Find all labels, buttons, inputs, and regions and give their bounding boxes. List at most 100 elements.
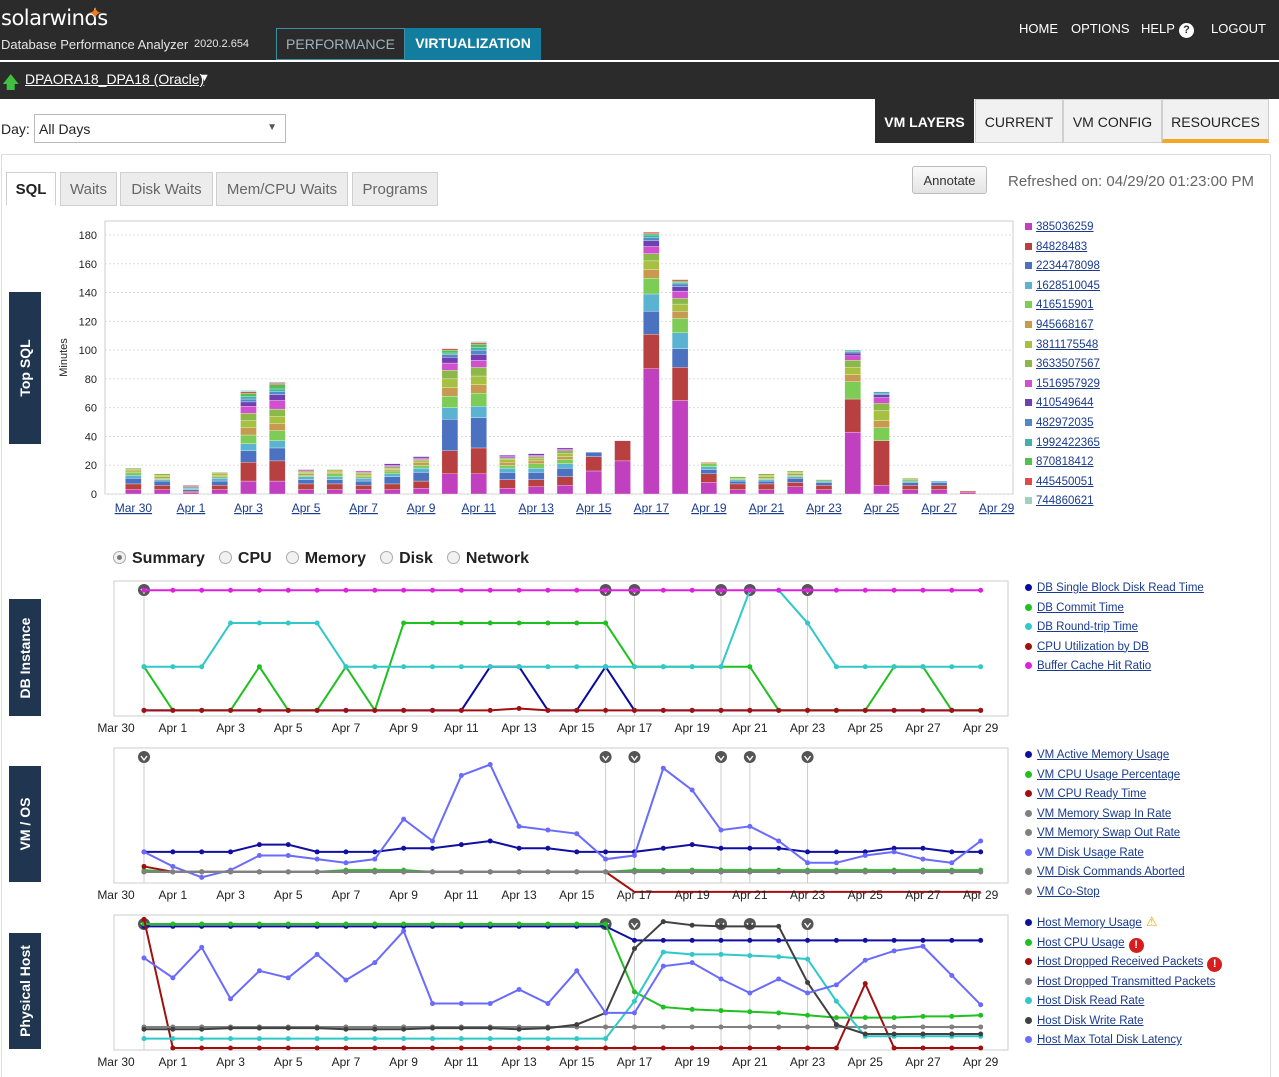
- data-point[interactable]: [170, 1026, 176, 1032]
- bar-segment[interactable]: [297, 479, 315, 485]
- x-tick-label[interactable]: Apr 29: [979, 501, 1015, 515]
- bar-segment[interactable]: [643, 253, 660, 262]
- data-point[interactable]: [574, 849, 580, 855]
- data-point[interactable]: [805, 990, 811, 996]
- data-point[interactable]: [862, 1024, 868, 1030]
- legend-item[interactable]: Host Disk Write Rate: [1025, 1012, 1222, 1032]
- data-point[interactable]: [574, 968, 580, 974]
- data-point[interactable]: [516, 987, 522, 993]
- data-point[interactable]: [805, 707, 811, 713]
- data-point[interactable]: [603, 849, 609, 855]
- data-point[interactable]: [747, 1045, 753, 1051]
- bar-segment[interactable]: [269, 460, 286, 482]
- bar-segment[interactable]: [643, 240, 660, 247]
- data-point[interactable]: [805, 587, 811, 593]
- bar-segment[interactable]: [758, 483, 775, 490]
- data-point[interactable]: [805, 937, 811, 943]
- data-point[interactable]: [256, 620, 262, 626]
- bar-segment[interactable]: [470, 473, 487, 495]
- bar-segment[interactable]: [902, 479, 919, 482]
- data-point[interactable]: [401, 587, 407, 593]
- bar-segment[interactable]: [671, 318, 689, 333]
- data-point[interactable]: [516, 1036, 522, 1042]
- bar-segment[interactable]: [154, 478, 171, 480]
- data-point[interactable]: [372, 1045, 378, 1051]
- bar-segment[interactable]: [240, 413, 257, 421]
- bar-segment[interactable]: [528, 453, 545, 456]
- bar-segment[interactable]: [671, 400, 689, 495]
- data-point[interactable]: [603, 856, 609, 862]
- nav-help[interactable]: HELP?: [1141, 21, 1194, 38]
- data-point[interactable]: [574, 1036, 580, 1042]
- legend-item[interactable]: DB Single Block Disk Read Time: [1025, 579, 1204, 599]
- data-point[interactable]: [747, 707, 753, 713]
- bar-segment[interactable]: [671, 286, 689, 292]
- data-point[interactable]: [776, 707, 782, 713]
- data-point[interactable]: [862, 849, 868, 855]
- bar-segment[interactable]: [240, 393, 257, 397]
- data-point[interactable]: [487, 921, 493, 927]
- data-point[interactable]: [343, 707, 349, 713]
- data-point[interactable]: [487, 869, 493, 875]
- data-point[interactable]: [718, 664, 724, 670]
- radio-network[interactable]: Network: [446, 550, 529, 568]
- data-point[interactable]: [631, 869, 637, 875]
- data-point[interactable]: [689, 842, 695, 848]
- data-point[interactable]: [978, 1045, 984, 1051]
- bar-segment[interactable]: [297, 473, 315, 476]
- bar-segment[interactable]: [269, 416, 286, 424]
- data-point[interactable]: [833, 587, 839, 593]
- bar-segment[interactable]: [269, 383, 286, 385]
- data-point[interactable]: [603, 664, 609, 670]
- data-point[interactable]: [747, 869, 753, 875]
- x-tick-label[interactable]: Apr 7: [349, 501, 378, 515]
- data-point[interactable]: [862, 1015, 868, 1021]
- bar-segment[interactable]: [815, 485, 833, 490]
- bar-segment[interactable]: [758, 475, 775, 477]
- data-point[interactable]: [487, 1001, 493, 1007]
- data-point[interactable]: [718, 1045, 724, 1051]
- bar-segment[interactable]: [643, 311, 660, 335]
- bar-segment[interactable]: [528, 467, 545, 473]
- bar-segment[interactable]: [902, 489, 919, 495]
- data-point[interactable]: [891, 948, 897, 954]
- data-point[interactable]: [776, 1045, 782, 1051]
- bar-segment[interactable]: [815, 482, 833, 486]
- tab-vm-layers[interactable]: VM LAYERS: [875, 99, 974, 143]
- legend-item[interactable]: Host Disk Read Rate: [1025, 992, 1222, 1012]
- data-point[interactable]: [776, 1010, 782, 1016]
- legend-item[interactable]: 1992422365: [1025, 434, 1100, 454]
- data-point[interactable]: [314, 1025, 320, 1031]
- bar-segment[interactable]: [240, 420, 257, 428]
- data-point[interactable]: [430, 845, 435, 851]
- data-point[interactable]: [285, 853, 291, 859]
- legend-item[interactable]: VM CPU Ready Time: [1025, 785, 1185, 805]
- legend-link[interactable]: DB Commit Time: [1037, 601, 1124, 614]
- physical-host-chart[interactable]: Mar 30 Apr 1 Apr 3 Apr 5 Apr 7 Apr 9 Apr 11 Apr…: [90, 912, 1020, 1077]
- subtab-programs[interactable]: Programs: [352, 172, 438, 206]
- data-point[interactable]: [285, 1025, 291, 1031]
- bar-segment[interactable]: [643, 234, 660, 239]
- radio-dot[interactable]: [218, 551, 232, 564]
- bar-segment[interactable]: [211, 476, 228, 479]
- data-point[interactable]: [920, 707, 926, 713]
- data-point[interactable]: [689, 951, 695, 957]
- data-point[interactable]: [545, 707, 551, 713]
- legend-item[interactable]: VM Disk Usage Rate: [1025, 844, 1185, 864]
- data-point[interactable]: [949, 972, 955, 978]
- bar-segment[interactable]: [441, 370, 459, 380]
- data-point[interactable]: [978, 587, 984, 593]
- bar-segment[interactable]: [758, 476, 775, 479]
- data-point[interactable]: [256, 853, 262, 859]
- bar-segment[interactable]: [326, 479, 343, 485]
- bar-segment[interactable]: [384, 483, 401, 490]
- data-point[interactable]: [949, 1024, 955, 1030]
- x-tick-label[interactable]: Apr 23: [806, 501, 842, 515]
- data-point[interactable]: [314, 1036, 320, 1042]
- x-tick-label[interactable]: Apr 5: [292, 501, 321, 515]
- bar-segment[interactable]: [355, 480, 372, 486]
- data-point[interactable]: [747, 990, 753, 996]
- bar-segment[interactable]: [355, 476, 372, 479]
- data-point[interactable]: [430, 707, 435, 713]
- data-point[interactable]: [170, 869, 176, 875]
